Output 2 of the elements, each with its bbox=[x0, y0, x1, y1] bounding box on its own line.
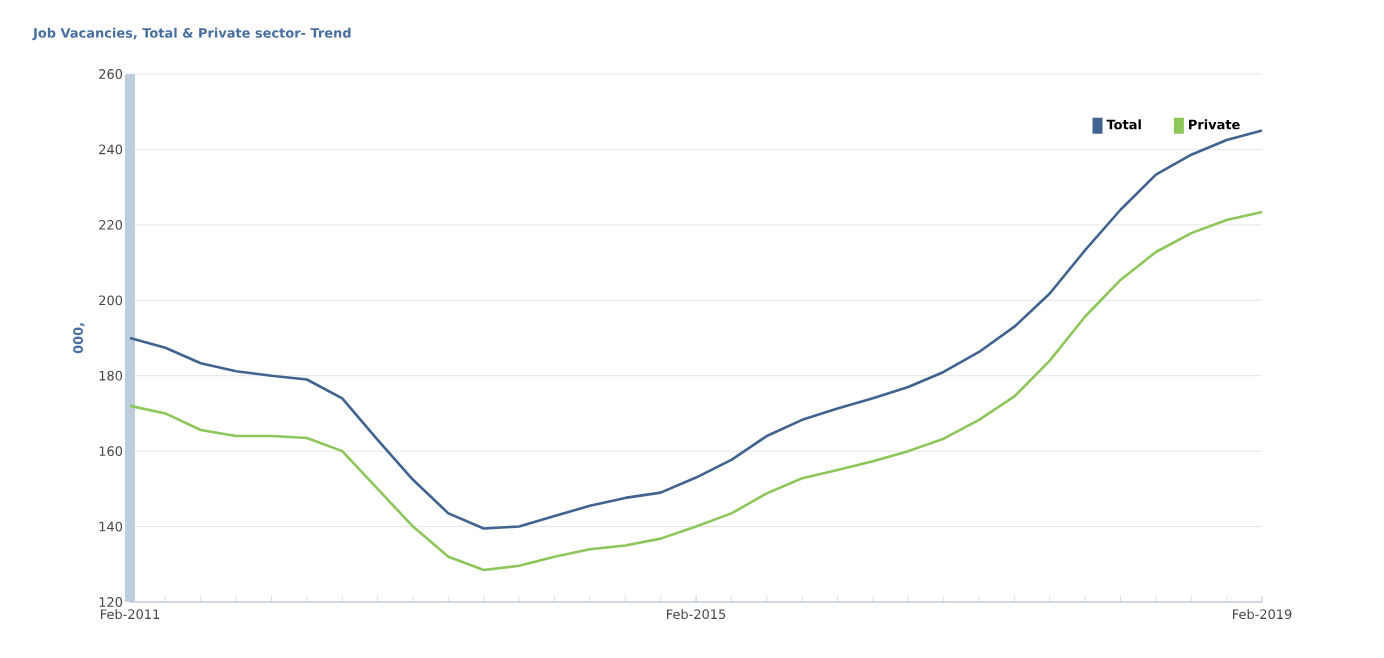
line-series bbox=[128, 210, 1264, 572]
line-series bbox=[128, 129, 1264, 530]
